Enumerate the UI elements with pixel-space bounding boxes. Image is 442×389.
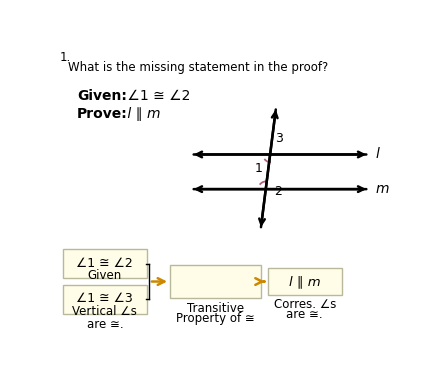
FancyBboxPatch shape <box>170 265 261 298</box>
Text: m: m <box>375 182 389 196</box>
Text: ∠1 ≅ ∠2: ∠1 ≅ ∠2 <box>123 89 191 103</box>
Text: l ∥ m: l ∥ m <box>289 275 320 288</box>
Text: Given: Given <box>88 269 122 282</box>
FancyBboxPatch shape <box>63 249 147 279</box>
Text: Property of ≅: Property of ≅ <box>176 312 255 324</box>
Text: are ≅.: are ≅. <box>87 319 123 331</box>
Text: Transitive: Transitive <box>187 301 244 315</box>
FancyBboxPatch shape <box>63 285 147 314</box>
Text: What is the missing statement in the proof?: What is the missing statement in the pro… <box>68 61 328 74</box>
Text: 1: 1 <box>254 162 262 175</box>
Text: ∠1 ≅ ∠2: ∠1 ≅ ∠2 <box>76 257 133 270</box>
Text: Vertical ∠s: Vertical ∠s <box>72 305 137 318</box>
Text: Prove:: Prove: <box>77 107 128 121</box>
Text: Corres. ∠s: Corres. ∠s <box>274 298 336 312</box>
Text: l ∥ m: l ∥ m <box>123 107 161 121</box>
FancyBboxPatch shape <box>267 268 342 295</box>
Text: 3: 3 <box>275 132 283 145</box>
Text: l: l <box>375 147 379 161</box>
Text: 2: 2 <box>274 185 282 198</box>
Text: are ≅.: are ≅. <box>286 308 323 321</box>
Text: 1.: 1. <box>60 51 71 64</box>
Text: Given:: Given: <box>77 89 127 103</box>
Text: ∠1 ≅ ∠3: ∠1 ≅ ∠3 <box>76 292 133 305</box>
